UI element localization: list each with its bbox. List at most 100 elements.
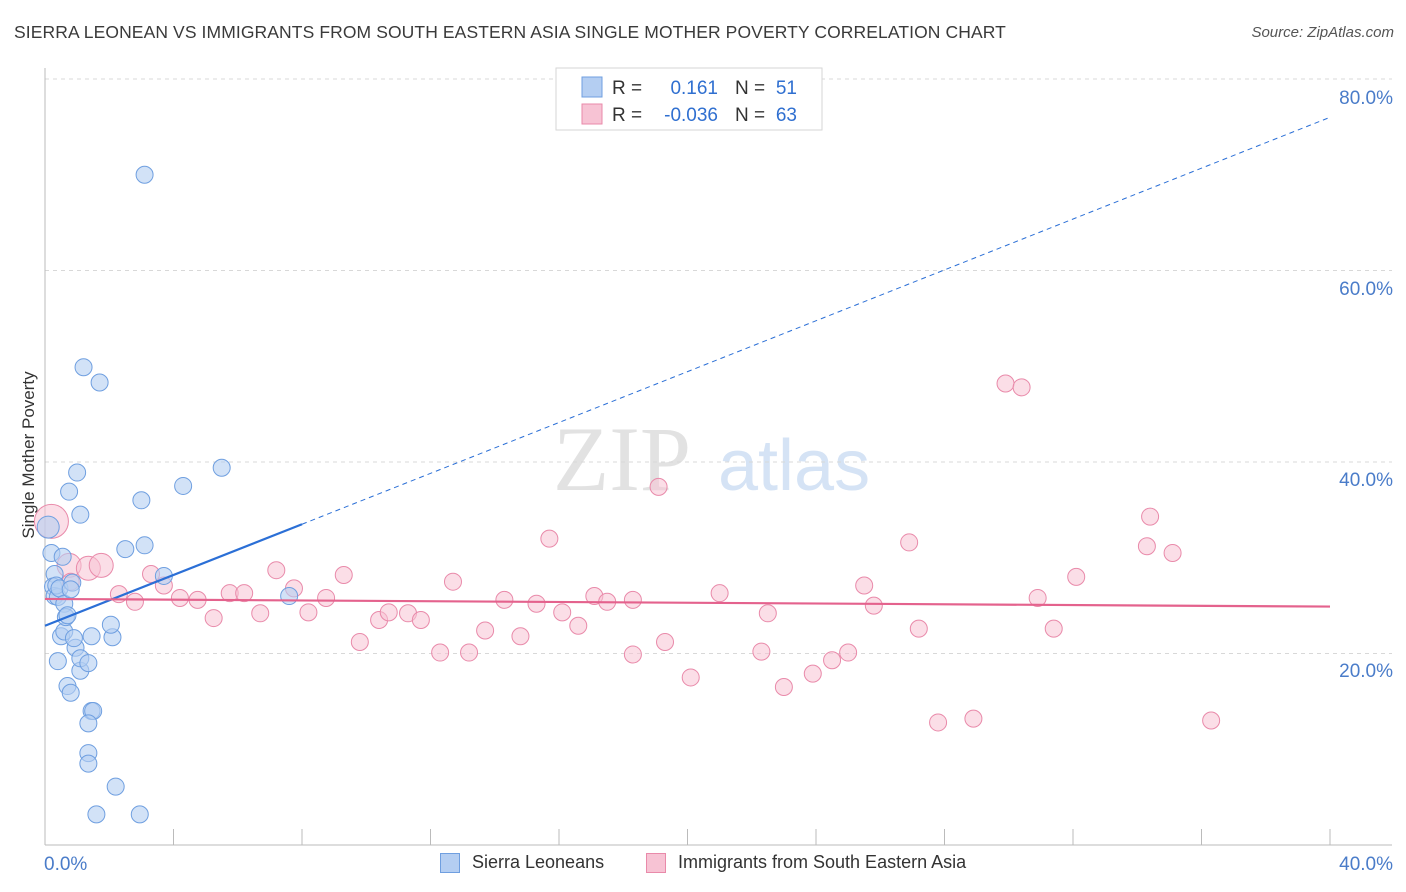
data-point-sierra-leonean [90,373,109,392]
data-point-se-asia [623,645,642,664]
data-point-se-asia [710,584,729,603]
data-point-se-asia [476,621,495,640]
data-point-se-asia [1137,537,1156,556]
data-point-se-asia [553,603,572,622]
data-point-se-asia [379,603,398,622]
data-point-sierra-leonean [79,754,98,773]
data-point-se-asia [251,604,270,623]
data-point-sierra-leonean [135,165,154,184]
data-point-se-asia [909,619,928,638]
data-point-sierra-leonean [61,683,80,702]
correlation-legend: R = 0.161 N = 51 R = -0.036 N = 63 [555,67,823,131]
legend-n-label: N = [735,78,765,99]
data-point-se-asia [235,584,254,603]
data-point-se-asia [823,651,842,670]
y-tick-label: 80.0% [1339,88,1393,109]
data-point-se-asia [774,678,793,697]
data-point-se-asia [1044,619,1063,638]
data-point-sierra-leonean [116,540,135,559]
legend-n-value: 51 [776,78,797,99]
watermark-zip: ZIP [553,408,691,510]
data-point-se-asia [411,610,430,629]
data-point-se-asia [803,664,822,683]
series-legend: Sierra Leoneans Immigrants from South Ea… [0,852,1406,878]
legend-label: Immigrants from South Eastern Asia [678,852,967,872]
legend-r-label: R = [612,105,642,126]
data-point-sierra-leonean [48,652,67,671]
x-tick-label: 0.0% [44,854,87,875]
data-point-se-asia [299,603,318,622]
data-point-sierra-leonean [135,536,154,555]
data-point-se-asia [267,561,286,580]
legend-r-value: -0.036 [664,105,718,126]
legend-swatch-pink [581,103,603,125]
data-point-se-asia [855,576,874,595]
data-point-sierra-leonean [280,587,299,606]
data-point-se-asia [964,709,983,728]
legend-item-se-asia: Immigrants from South Eastern Asia [646,852,966,873]
data-point-sierra-leonean [87,805,106,824]
trend-line-sierra-leoneans [44,523,303,627]
y-tick-label: 60.0% [1339,279,1393,300]
x-axis-ticks [173,829,1331,845]
data-point-se-asia [1141,507,1160,526]
trend-lines [44,116,1331,627]
data-point-se-asia [317,588,336,607]
data-point-sierra-leonean [82,627,101,646]
data-point-se-asia [1202,711,1221,730]
data-point-sierra-leonean [64,629,83,648]
y-tick-label: 20.0% [1339,661,1393,682]
legend-n-value: 63 [776,105,797,126]
data-point-sierra-leonean [53,547,72,566]
watermark-atlas: atlas [718,426,870,506]
trend-line-sierra-leoneans-extension [301,116,1331,525]
watermark: ZIP atlas [553,408,870,510]
y-tick-label: 40.0% [1339,470,1393,491]
x-tick-labels: 0.0% 40.0% [44,854,1393,875]
data-point-sierra-leonean [71,505,90,524]
data-point-se-asia [1012,378,1031,397]
data-point-se-asia [540,529,559,548]
data-point-se-asia [334,565,353,584]
source-credit: Source: ZipAtlas.com [1251,24,1394,41]
data-point-se-asia [1028,588,1047,607]
data-point-se-asia [443,572,462,591]
x-tick-label: 40.0% [1339,854,1393,875]
data-point-se-asia [929,713,948,732]
data-point-se-asia [900,533,919,552]
data-point-se-asia [170,588,189,607]
data-point-sierra-leonean [212,458,231,477]
data-point-se-asia [996,374,1015,393]
data-point-sierra-leonean [79,714,98,733]
data-point-sierra-leonean [60,482,79,501]
data-point-se-asia [839,643,858,662]
data-point-sierra-leonean [106,777,125,796]
data-point-se-asia [1163,543,1182,562]
data-point-sierra-leonean [61,580,80,599]
legend-label: Sierra Leoneans [472,852,605,872]
data-point-se-asia [864,596,883,615]
legend-r-label: R = [612,78,642,99]
data-point-sierra-leonean [36,515,60,539]
data-point-se-asia [752,642,771,661]
data-point-se-asia [758,604,777,623]
data-point-se-asia [527,594,546,613]
y-tick-labels: 20.0% 40.0% 60.0% 80.0% [1339,88,1393,682]
gridlines [45,78,1392,654]
data-point-sierra-leonean [132,491,151,510]
data-point-se-asia [125,592,144,611]
data-point-se-asia [1067,567,1086,586]
data-point-se-asia [460,643,479,662]
trend-line-se-asia [44,597,1331,608]
data-point-se-asia [350,633,369,652]
data-point-se-asia [569,616,588,635]
legend-swatch-pink [646,852,666,873]
series-sierra-leoneans-points [36,165,299,824]
data-point-se-asia [88,552,114,578]
data-point-sierra-leonean [130,805,149,824]
data-point-sierra-leonean [74,358,93,377]
data-point-se-asia [511,627,530,646]
data-point-se-asia [656,633,675,652]
legend-swatch-blue [581,76,603,98]
